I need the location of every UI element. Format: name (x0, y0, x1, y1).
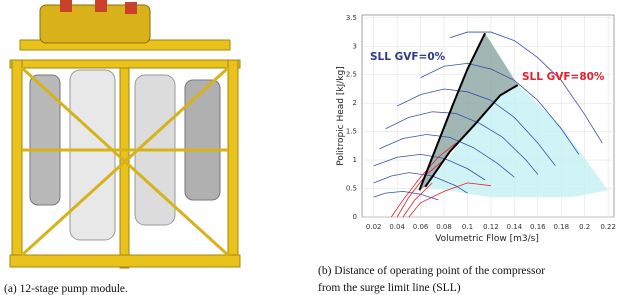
curve (385, 111, 539, 175)
y-tick-label: 1 (353, 156, 357, 164)
y-tick-label: 0 (353, 213, 357, 221)
x-tick-label: 0.04 (389, 223, 405, 231)
x-tick-label: 0.18 (553, 223, 569, 231)
y-tick-label: 0.5 (346, 185, 357, 193)
y-axis-label: Politropic Head [kJ/kg] (336, 66, 346, 165)
curve (396, 159, 445, 218)
x-tick-label: 0.14 (507, 223, 523, 231)
x-tick-label: 0.06 (413, 223, 429, 231)
x-tick-label: 0.2 (579, 223, 590, 231)
x-tick-label: 0.08 (436, 223, 452, 231)
curve (424, 84, 519, 188)
x-axis-label: Volumetric Flow [m3/s] (435, 234, 539, 244)
curve (379, 134, 515, 178)
annotation: SLL GVF=80% (522, 71, 605, 83)
operating-area (425, 84, 609, 198)
y-tick-label: 3 (353, 42, 357, 50)
curve (373, 172, 468, 194)
pump-module-photo (9, 0, 241, 269)
y-tick-label: 2 (353, 99, 357, 107)
x-tick-label: 0.22 (600, 223, 616, 231)
x-tick-label: 0.16 (530, 223, 546, 231)
curve (390, 142, 457, 218)
x-tick-label: 0.12 (483, 223, 499, 231)
curve (420, 62, 580, 155)
curve (408, 182, 491, 218)
curve (449, 31, 603, 144)
caption: (a) 12-stage pump module. (4, 283, 128, 295)
annotation: SLL GVF=0% (370, 51, 446, 63)
x-tick-label: 0.1 (462, 223, 473, 231)
caption: from the surge limit line (SLL) (318, 282, 461, 294)
curve (418, 32, 486, 191)
curve (402, 182, 433, 218)
y-tick-label: 2.5 (346, 71, 357, 79)
x-tick-label: 0.02 (366, 223, 382, 231)
y-tick-label: 1.5 (346, 128, 357, 136)
caption: (b) Distance of operating point of the c… (318, 265, 545, 277)
y-tick-label: 3.5 (346, 14, 357, 22)
sll-band (419, 33, 518, 191)
curve (373, 190, 439, 201)
curve (396, 88, 556, 167)
